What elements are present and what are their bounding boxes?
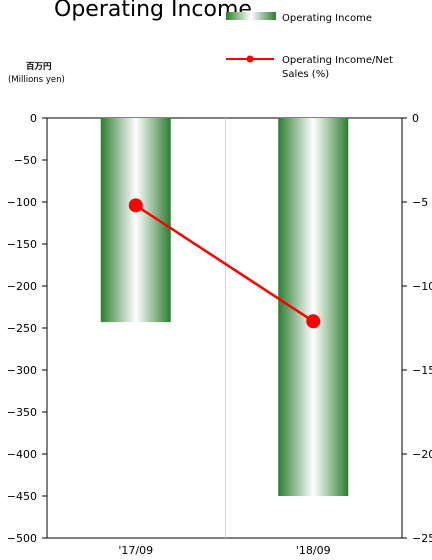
left-tick-label: −500 <box>7 532 37 545</box>
right-tick-label: 0 <box>412 112 419 125</box>
left-axis: 0 −50 −100 −150 −200 −250 −300 −350 −400 −450 −500 <box>7 112 47 545</box>
right-axis: 0 −5 −10 −15 −20 −25 <box>402 112 432 545</box>
line-series <box>128 198 321 329</box>
bar-series <box>100 118 349 496</box>
x-tick-label: '17/09 <box>118 544 153 557</box>
x-axis: '17/09 '18/09 <box>118 544 330 557</box>
left-tick-label: −100 <box>7 196 37 209</box>
legend-line-marker <box>246 55 254 63</box>
left-tick-label: 0 <box>30 112 37 125</box>
left-tick-label: −400 <box>7 448 37 461</box>
series-line <box>135 204 314 323</box>
x-tick-label: '18/09 <box>296 544 331 557</box>
chart-title: Operating Income <box>54 0 252 22</box>
legend-bar-swatch <box>226 12 276 20</box>
left-tick-label: −50 <box>14 154 37 167</box>
line-point <box>128 198 143 213</box>
plot-area <box>46 117 403 539</box>
legend: Operating Income Operating Income/Net Sa… <box>226 12 393 80</box>
title-accent-mark: , <box>236 0 243 22</box>
legend-bar-label: Operating Income <box>282 13 372 24</box>
left-tick-label: −150 <box>7 238 37 251</box>
bar <box>278 118 349 496</box>
legend-line-label-2: Sales (%) <box>282 69 329 80</box>
right-tick-label: −5 <box>412 196 428 209</box>
unit-label-jp: 百万円 <box>26 62 52 72</box>
left-tick-label: −200 <box>7 280 37 293</box>
right-tick-label: −20 <box>412 448 432 461</box>
line-point <box>306 314 321 329</box>
right-tick-label: −15 <box>412 364 432 377</box>
right-tick-label: −10 <box>412 280 432 293</box>
unit-label-en: (Millions yen) <box>8 75 65 85</box>
left-tick-label: −250 <box>7 322 37 335</box>
left-tick-label: −350 <box>7 406 37 419</box>
left-tick-label: −450 <box>7 490 37 503</box>
left-tick-label: −300 <box>7 364 37 377</box>
legend-line-label-1: Operating Income/Net <box>282 55 393 66</box>
right-tick-label: −25 <box>412 532 432 545</box>
